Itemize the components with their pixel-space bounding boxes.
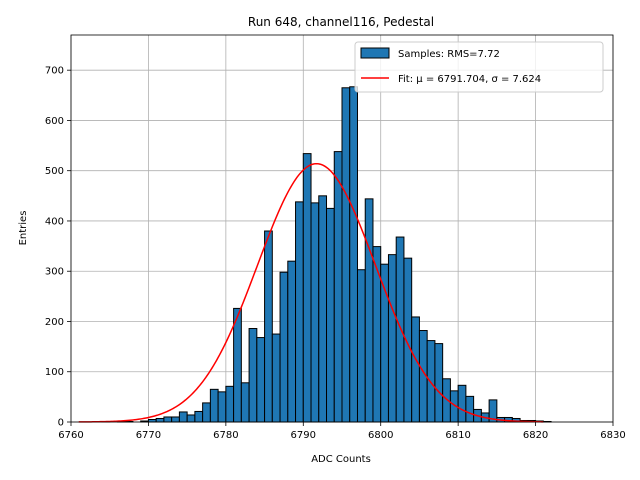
y-tick-label: 100 bbox=[45, 367, 64, 378]
y-axis-ticks: 0 100 200 300 400 500 600 700 bbox=[45, 66, 71, 429]
histogram-bar bbox=[171, 416, 180, 423]
histogram-bar bbox=[279, 271, 289, 423]
histogram-bar bbox=[341, 87, 351, 423]
x-tick-label: 6780 bbox=[213, 430, 238, 441]
y-tick-label: 0 bbox=[58, 418, 64, 429]
legend-label-fit: Fit: μ = 6791.704, σ = 7.624 bbox=[398, 74, 541, 85]
y-tick-label: 200 bbox=[45, 317, 64, 328]
legend: Samples: RMS=7.72 Fit: μ = 6791.704, σ =… bbox=[354, 41, 604, 93]
histogram-bar bbox=[372, 246, 382, 423]
histogram-bar bbox=[264, 230, 273, 423]
histogram-bar bbox=[326, 207, 335, 423]
y-tick-label: 500 bbox=[45, 166, 64, 177]
y-tick-label: 400 bbox=[45, 216, 64, 227]
y-tick-label: 600 bbox=[45, 116, 64, 127]
histogram-bar bbox=[318, 195, 328, 423]
x-axis-label: ADC Counts bbox=[311, 454, 371, 465]
histogram-bar bbox=[295, 201, 304, 423]
histogram-bar bbox=[240, 382, 250, 423]
histogram-bar bbox=[442, 378, 451, 423]
histogram-bar bbox=[364, 198, 374, 423]
x-tick-label: 6830 bbox=[600, 430, 625, 441]
histogram-bar bbox=[333, 151, 343, 423]
x-tick-label: 6820 bbox=[523, 430, 548, 441]
legend-box bbox=[354, 41, 604, 93]
histogram-bar bbox=[209, 388, 219, 423]
histogram-bar bbox=[225, 385, 235, 423]
histogram-bar bbox=[217, 391, 227, 423]
histogram-bar bbox=[178, 411, 188, 423]
plot-area-frame bbox=[70, 34, 614, 423]
x-tick-label: 6800 bbox=[368, 430, 393, 441]
y-tick-label: 300 bbox=[45, 267, 64, 278]
histogram-bar bbox=[426, 340, 436, 423]
histogram-bar bbox=[233, 307, 242, 423]
histogram-bar bbox=[256, 337, 266, 423]
histogram-bar bbox=[163, 416, 173, 423]
histogram-bar bbox=[248, 328, 258, 423]
x-tick-label: 6810 bbox=[445, 430, 470, 441]
x-tick-label: 6790 bbox=[291, 430, 316, 441]
x-axis-ticks: 6760 6770 6780 6790 6800 6810 6820 6830 bbox=[58, 422, 626, 441]
histogram-bar bbox=[403, 257, 413, 423]
y-axis-label: Entries bbox=[18, 211, 29, 246]
histogram-bars bbox=[101, 86, 552, 423]
histogram-bar bbox=[349, 86, 358, 423]
histogram-bar bbox=[356, 269, 366, 423]
histogram-bar bbox=[310, 202, 320, 423]
histogram-bar bbox=[387, 254, 397, 423]
x-tick-label: 6770 bbox=[136, 430, 161, 441]
gaussian-fit-line bbox=[78, 162, 544, 423]
histogram-bar bbox=[302, 153, 312, 423]
histogram-bar bbox=[434, 343, 444, 423]
histogram-bar bbox=[271, 333, 281, 423]
x-tick-label: 6760 bbox=[58, 430, 83, 441]
histogram-bar bbox=[411, 316, 420, 423]
chart-title: Run 648, channel116, Pedestal bbox=[248, 15, 434, 29]
legend-label-samples: Samples: RMS=7.72 bbox=[398, 49, 500, 60]
histogram-bar bbox=[457, 384, 467, 423]
histogram-bar bbox=[202, 402, 211, 423]
histogram-bar bbox=[465, 395, 475, 423]
histogram-bar bbox=[186, 414, 196, 423]
histogram-bar bbox=[194, 410, 204, 423]
legend-swatch-samples bbox=[360, 47, 390, 59]
histogram-bar bbox=[395, 236, 405, 423]
histogram-bar bbox=[155, 417, 165, 423]
y-tick-label: 700 bbox=[45, 66, 64, 77]
histogram-bar bbox=[287, 260, 297, 423]
